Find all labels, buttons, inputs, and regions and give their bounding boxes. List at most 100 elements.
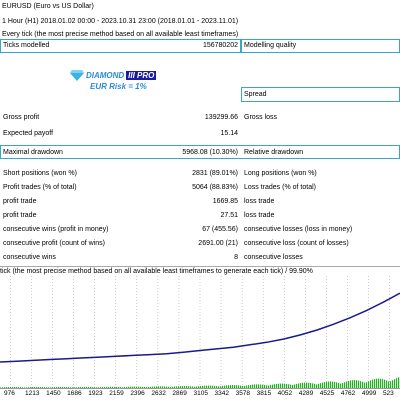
volume-bar [314, 383, 316, 388]
volume-bar [362, 381, 364, 388]
volume-bar [132, 386, 134, 388]
volume-bar [332, 381, 334, 388]
gross-loss-label: Gross loss [244, 114, 278, 121]
volume-bar [186, 386, 188, 388]
volume-bar [90, 386, 92, 388]
volume-bar [142, 386, 144, 388]
diamond-icon [70, 69, 84, 83]
volume-bar [114, 386, 116, 388]
volume-bar [228, 385, 230, 388]
volume-bar [140, 386, 142, 388]
stat-right-label: consecutive loss (count of losses) [244, 240, 349, 247]
volume-bar [342, 383, 344, 388]
volume-bar [164, 386, 166, 388]
volume-bar [160, 386, 162, 388]
volume-bar [350, 380, 352, 388]
volume-bar [296, 383, 298, 388]
volume-bar [182, 386, 184, 388]
volume-bar [304, 382, 306, 388]
volume-bar [302, 382, 304, 388]
stat-left-label: Short positions (won %) [3, 170, 77, 177]
volume-bar [278, 383, 280, 388]
stat-right-label: loss trade [244, 212, 275, 219]
volume-bar [288, 384, 290, 388]
volume-bar [6, 387, 8, 388]
stat-value: 27.51 [220, 212, 238, 219]
volume-bar [52, 387, 54, 388]
x-tick-label: 3342 [214, 390, 229, 397]
volume-bar [134, 386, 136, 388]
expected-payoff-value: 15.14 [220, 130, 238, 137]
volume-bar [188, 386, 190, 388]
volume-bar [136, 386, 138, 388]
volume-bar [384, 379, 386, 388]
volume-bar [34, 387, 36, 388]
risk-text: EUR Risk = 1% [90, 82, 147, 91]
volume-bar [210, 385, 212, 388]
volume-bar [48, 387, 50, 388]
modelling-quality-label: Modelling quality [244, 42, 297, 49]
volume-bar [200, 386, 202, 388]
volume-bar [388, 381, 390, 388]
volume-bar [238, 385, 240, 388]
x-tick-label: 4525 [319, 390, 335, 397]
volume-bar [62, 386, 64, 388]
volume-bar [298, 383, 300, 388]
model-text: Every tick (the most precise method base… [2, 31, 239, 38]
ticks-row-box [0, 39, 241, 53]
volume-bar [212, 385, 214, 388]
volume-bar [46, 387, 48, 388]
volume-bar [232, 385, 234, 388]
volume-bar [158, 386, 160, 388]
brand-name: DIAMOND [85, 70, 125, 80]
volume-bar [22, 387, 24, 388]
volume-bar [244, 385, 246, 388]
balance-chart [0, 276, 400, 388]
volume-bar [364, 382, 366, 388]
volume-bar [230, 385, 232, 388]
x-tick-label: 3105 [193, 390, 208, 397]
volume-bar [126, 386, 128, 388]
stat-right-label: consecutive losses (loss in money) [244, 226, 353, 233]
stat-value: 2691.00 (21) [198, 240, 238, 247]
volume-bar [70, 387, 72, 388]
volume-bar [250, 384, 252, 388]
volume-bar [274, 384, 276, 388]
volume-bar [336, 382, 338, 388]
volume-bar [8, 387, 10, 388]
x-tick-label: 4762 [340, 390, 356, 397]
volume-bar [266, 385, 268, 388]
symbol-text: EURUSD (Euro vs US Dollar) [2, 3, 94, 10]
x-tick-label: 3815 [256, 390, 272, 397]
volume-bar [208, 385, 210, 388]
x-tick-label: 976 [4, 390, 15, 397]
volume-bar [54, 387, 56, 388]
volume-bar [116, 386, 118, 388]
volume-bar [280, 383, 282, 388]
volume-bar [10, 387, 12, 388]
stat-right-label: Long positions (won %) [244, 170, 317, 177]
volume-bar [346, 381, 348, 388]
volume-bar [146, 387, 148, 388]
volume-bar [66, 387, 68, 388]
volume-bar [28, 387, 30, 388]
volume-bar [40, 387, 42, 388]
volume-bar [204, 385, 206, 388]
volume-bar [148, 386, 150, 388]
volume-bar [98, 387, 100, 388]
stat-value: 8 [234, 254, 238, 261]
volume-bar [86, 386, 88, 388]
volume-bar [306, 382, 308, 388]
x-tick-label: 1450 [46, 390, 61, 397]
stat-left-label: profit trade [3, 212, 37, 219]
volume-bar [30, 387, 32, 388]
stat-value: 5064 (88.83%) [192, 184, 238, 191]
volume-bar [366, 382, 368, 388]
volume-bar [58, 386, 60, 388]
volume-bar [162, 386, 164, 388]
x-tick-label: 2869 [172, 390, 187, 397]
volume-bar [236, 385, 238, 388]
volume-bar [180, 386, 182, 388]
volume-bar [168, 386, 170, 388]
volume-bar [14, 387, 16, 388]
